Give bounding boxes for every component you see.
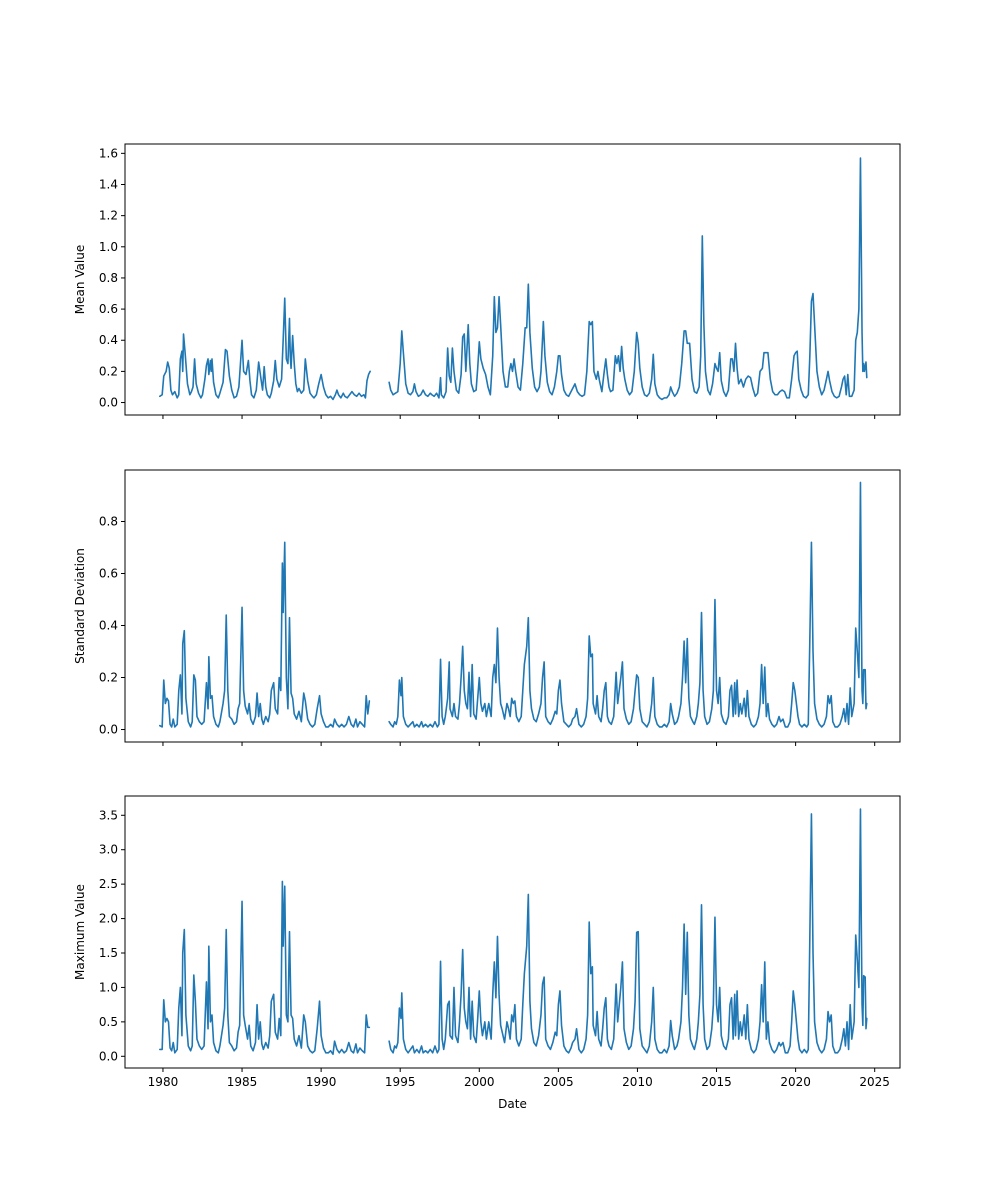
series-line-segment-1 [159, 297, 371, 401]
y-tick-label: 0.4 [99, 619, 118, 633]
y-tick-label: 0.0 [99, 723, 118, 737]
x-tick-label: 1990 [306, 1075, 337, 1089]
subplot-maximum-value: 1980 1985 1990 1995 2000 2005 2010 2015 2020 2025… [73, 795, 901, 1111]
y-tick-label: 0.0 [99, 396, 118, 410]
subplot-standard-deviation: 0.0 0.2 0.4 0.6 0.8 Standard Deviation [73, 469, 901, 746]
series-line-segment-2 [388, 481, 868, 728]
series-line-segment-2 [388, 157, 868, 401]
y-tick-label: 2.5 [99, 877, 118, 891]
y-tick-label: 0.0 [99, 1049, 118, 1063]
plot-area [159, 808, 868, 1056]
y-tick-label: 0.6 [99, 302, 118, 316]
series-line-segment-2 [388, 808, 868, 1054]
axes-frame [124, 469, 901, 743]
x-axis-label: Date [498, 1097, 527, 1111]
y-tick-label: 1.6 [99, 146, 118, 160]
y-tick-label: 0.5 [99, 1015, 118, 1029]
series-line-segment-1 [159, 880, 371, 1056]
y-tick-label: 1.5 [99, 946, 118, 960]
y-tick-label: 0.8 [99, 514, 118, 528]
tick-group: 1980 1985 1990 1995 2000 2005 2010 2015 2020 2025… [99, 808, 890, 1089]
x-tick-label: 2020 [780, 1075, 811, 1089]
y-axis-label: Maximum Value [73, 884, 87, 980]
y-tick-label: 0.6 [99, 566, 118, 580]
tick-group: 0.0 0.2 0.4 0.6 0.8 [99, 514, 876, 746]
x-tick-label: 2005 [543, 1075, 574, 1089]
y-tick-label: 1.2 [99, 209, 118, 223]
y-tick-label: 0.2 [99, 364, 118, 378]
y-tick-label: 3.0 [99, 843, 118, 857]
y-tick-label: 1.0 [99, 980, 118, 994]
plot-area [159, 481, 868, 728]
y-tick-label: 0.2 [99, 671, 118, 685]
series-line-segment-1 [159, 541, 371, 728]
axes-frame [124, 143, 901, 416]
y-tick-label: 1.0 [99, 240, 118, 254]
y-tick-label: 0.4 [99, 333, 118, 347]
y-axis-label: Standard Deviation [73, 548, 87, 664]
y-axis-label: Mean Value [73, 245, 87, 314]
x-tick-label: 2010 [622, 1075, 653, 1089]
x-tick-label: 2015 [701, 1075, 732, 1089]
subplot-mean-value: 0.0 0.2 0.4 0.6 0.8 1.0 1.2 1.4 1.6 Mean Value [73, 143, 901, 419]
x-tick-label: 2025 [859, 1075, 890, 1089]
x-tick-label: 1985 [227, 1075, 258, 1089]
y-tick-label: 2.0 [99, 912, 118, 926]
y-tick-label: 3.5 [99, 808, 118, 822]
y-tick-label: 1.4 [99, 177, 118, 191]
y-tick-label: 0.8 [99, 271, 118, 285]
tick-group: 0.0 0.2 0.4 0.6 0.8 1.0 1.2 1.4 1.6 [99, 146, 876, 419]
x-tick-label: 1995 [385, 1075, 416, 1089]
x-tick-label: 1980 [148, 1075, 179, 1089]
x-tick-label: 2000 [464, 1075, 495, 1089]
plot-area [159, 157, 868, 401]
axes-frame [124, 795, 901, 1069]
